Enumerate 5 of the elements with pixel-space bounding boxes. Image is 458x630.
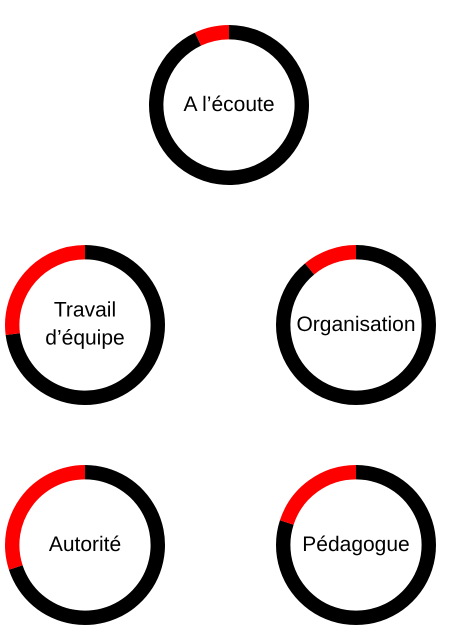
text: Organisation — [296, 312, 416, 338]
text: Autorité — [48, 532, 122, 558]
text: Pédagogue — [302, 532, 410, 558]
text: Travail d’équipe — [44, 298, 126, 352]
text: A l’écoute — [182, 92, 276, 118]
